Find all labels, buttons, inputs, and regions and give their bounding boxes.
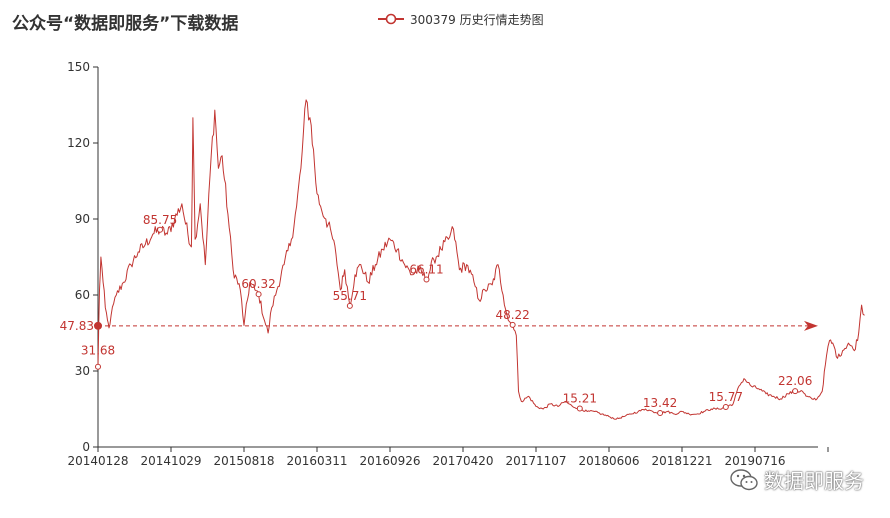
watermark: 数据即服务 — [730, 465, 864, 494]
data-label: 60.32 — [241, 277, 275, 291]
x-tick-label: 20160926 — [359, 454, 420, 468]
y-tick-label: 150 — [67, 60, 90, 74]
y-tick-label: 90 — [75, 212, 90, 226]
x-tick-label: 20170420 — [432, 454, 493, 468]
data-point — [657, 410, 664, 417]
data-point — [722, 404, 729, 411]
data-point — [576, 405, 583, 412]
data-point — [509, 321, 516, 328]
chart-title: 公众号“数据即服务”下载数据 — [12, 14, 239, 34]
y-tick-label: 60 — [75, 288, 90, 302]
x-tick-label: 20171107 — [505, 454, 566, 468]
mark-line-arrow — [804, 320, 818, 331]
x-tick-label: 20140128 — [67, 454, 128, 468]
mark-line-label: 47.83 — [60, 319, 94, 333]
data-point — [95, 363, 101, 370]
x-tick-label: 20190716 — [724, 454, 785, 468]
wechat-icon — [730, 468, 758, 490]
legend[interactable]: 300379 历史行情走势图 — [378, 9, 544, 29]
data-label: 22.06 — [778, 374, 812, 388]
data-point — [157, 226, 164, 233]
data-label: 48.22 — [495, 308, 529, 322]
x-tick-label: 20150818 — [213, 454, 274, 468]
y-tick-label: 0 — [82, 440, 90, 454]
mark-line-start-dot — [94, 321, 102, 330]
data-label: 15.77 — [709, 390, 743, 404]
data-point — [255, 291, 262, 298]
legend-line-icon — [378, 13, 404, 25]
data-point — [792, 388, 799, 395]
data-point — [423, 276, 430, 283]
data-point — [346, 302, 353, 309]
data-label: 85.75 — [143, 213, 177, 227]
series-line — [97, 99, 865, 420]
x-tick-label: 20181221 — [651, 454, 712, 468]
data-label: 13.42 — [643, 396, 677, 410]
data-label: 31.68 — [81, 344, 115, 358]
data-label: 55.71 — [333, 289, 367, 303]
y-tick-label: 120 — [67, 136, 90, 150]
x-tick-label: 20141029 — [140, 454, 201, 468]
x-tick-label: 20160311 — [286, 454, 347, 468]
watermark-text: 数据即服务 — [764, 469, 864, 493]
legend-label: 300379 历史行情走势图 — [410, 12, 544, 27]
data-label: 66.11 — [409, 263, 443, 277]
data-label: 15.21 — [563, 391, 597, 405]
x-tick-label: 20180606 — [578, 454, 639, 468]
y-tick-label: 30 — [75, 364, 90, 378]
